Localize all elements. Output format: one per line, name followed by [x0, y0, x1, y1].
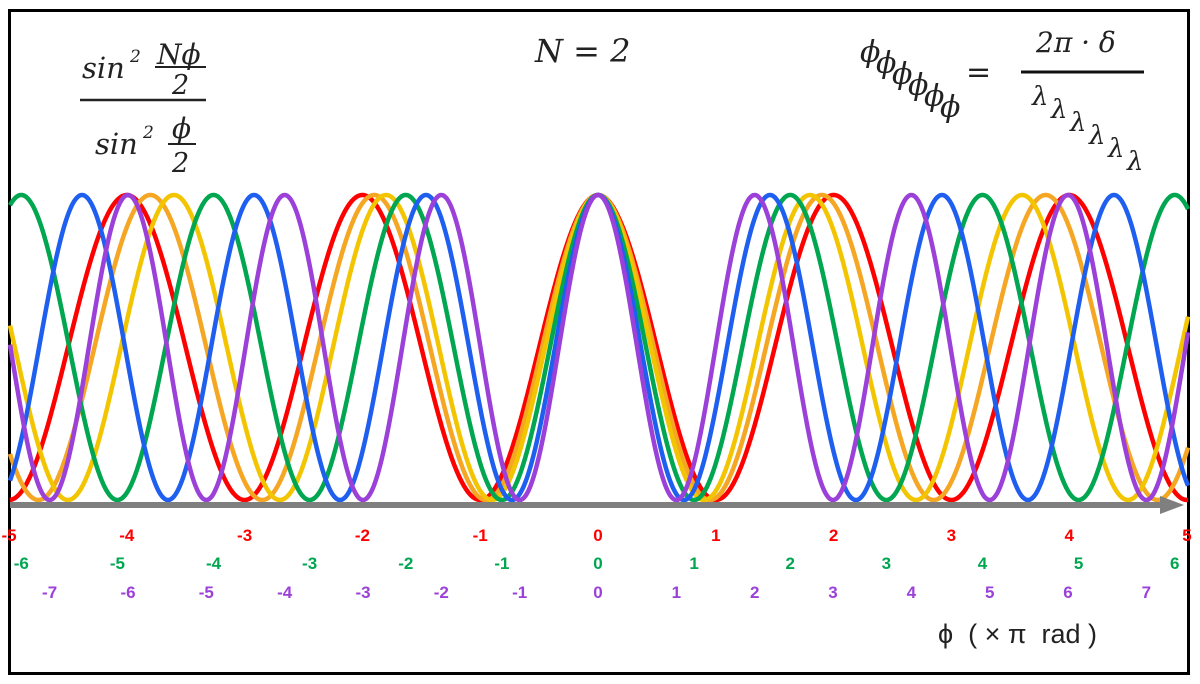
tick-label: 5 [1074, 554, 1083, 573]
tick-label: 3 [828, 583, 837, 602]
tick-label: 6 [1170, 554, 1179, 573]
series-curve-5 [7, 192, 1191, 503]
tick-label: 3 [882, 554, 891, 573]
tick-label: -3 [355, 583, 370, 602]
tick-label: 5 [985, 583, 994, 602]
tick-label: -4 [119, 526, 135, 545]
denominator-den: 2 [171, 148, 189, 179]
phi-symbol: ϕ [924, 79, 944, 114]
denominator-sin: sin [95, 127, 138, 161]
lambda-symbol: λ [1050, 95, 1067, 125]
x-axis [10, 496, 1184, 514]
phi-symbol: ϕ [892, 57, 912, 92]
lambda-symbol: λ [1031, 82, 1048, 112]
denominator-arg: ϕ [172, 112, 191, 145]
tick-label: -6 [14, 554, 29, 573]
lambda-symbol: λ [1107, 134, 1124, 164]
tick-label: 1 [689, 554, 698, 573]
tick-label: 2 [750, 583, 759, 602]
phi-symbol: ϕ [908, 68, 928, 103]
numerator-power: 2 [129, 47, 141, 67]
phase-formula: = 2π · δ ϕ λ ϕ λ ϕ λ ϕ λ ϕ λ ϕ λ [860, 26, 1144, 177]
n-label: N = 2 [534, 32, 631, 70]
lambda-symbol: λ [1088, 121, 1105, 151]
numerator-sin: sin [82, 51, 125, 85]
tick-label: 4 [1064, 526, 1074, 545]
x-axis-label: ϕ ( × π rad ) [938, 619, 1097, 649]
tick-label: -4 [206, 554, 222, 573]
equals-sign: = [966, 55, 991, 90]
phi-symbol: ϕ [876, 46, 896, 81]
axis-arrow-icon [1160, 496, 1184, 514]
tick-label: -6 [120, 583, 135, 602]
curves [7, 192, 1191, 503]
lambda-symbol: λ [1126, 147, 1143, 177]
tick-label: 0 [593, 583, 602, 602]
tick-label: 5 [1182, 526, 1191, 545]
tick-label: -5 [110, 554, 125, 573]
tick-label: 1 [672, 583, 681, 602]
tick-label: -7 [42, 583, 57, 602]
tick-label: 4 [978, 554, 988, 573]
intensity-formula: sin 2 Nϕ 2 sin 2 ϕ 2 [80, 38, 206, 179]
lambda-symbol: λ [1069, 108, 1086, 138]
denominator-power: 2 [142, 123, 154, 143]
phi-symbol: ϕ [860, 35, 880, 70]
tick-label: -1 [473, 526, 488, 545]
tick-label: 4 [907, 583, 917, 602]
numerator-arg: Nϕ [156, 38, 201, 71]
phi-symbol: ϕ [940, 90, 960, 125]
tick-label: -1 [494, 554, 509, 573]
tick-label: 6 [1063, 583, 1072, 602]
tick-label: 7 [1142, 583, 1151, 602]
tick-label: -2 [355, 526, 370, 545]
tick-label: 0 [593, 526, 602, 545]
numerator-den: 2 [171, 70, 189, 101]
tick-label: 1 [711, 526, 720, 545]
tick-label: 3 [947, 526, 956, 545]
phase-numerator: 2π · δ [1035, 26, 1116, 59]
tick-label: -3 [302, 554, 317, 573]
tick-label: 0 [593, 554, 602, 573]
tick-labels: -5 -4 -3 -2 -1 0 1 2 3 4 5-6 -5 -4 -3 -2 -1 0 1 2 3 4 5 6-7 -6-… [1, 526, 1191, 602]
tick-label: -5 [199, 583, 214, 602]
tick-label: -3 [237, 526, 252, 545]
tick-label: -4 [277, 583, 293, 602]
tick-label: 2 [785, 554, 794, 573]
tick-label: -2 [434, 583, 449, 602]
tick-label: 2 [829, 526, 838, 545]
tick-label: -5 [1, 526, 16, 545]
tick-label: -2 [398, 554, 413, 573]
tick-label: -1 [512, 583, 527, 602]
